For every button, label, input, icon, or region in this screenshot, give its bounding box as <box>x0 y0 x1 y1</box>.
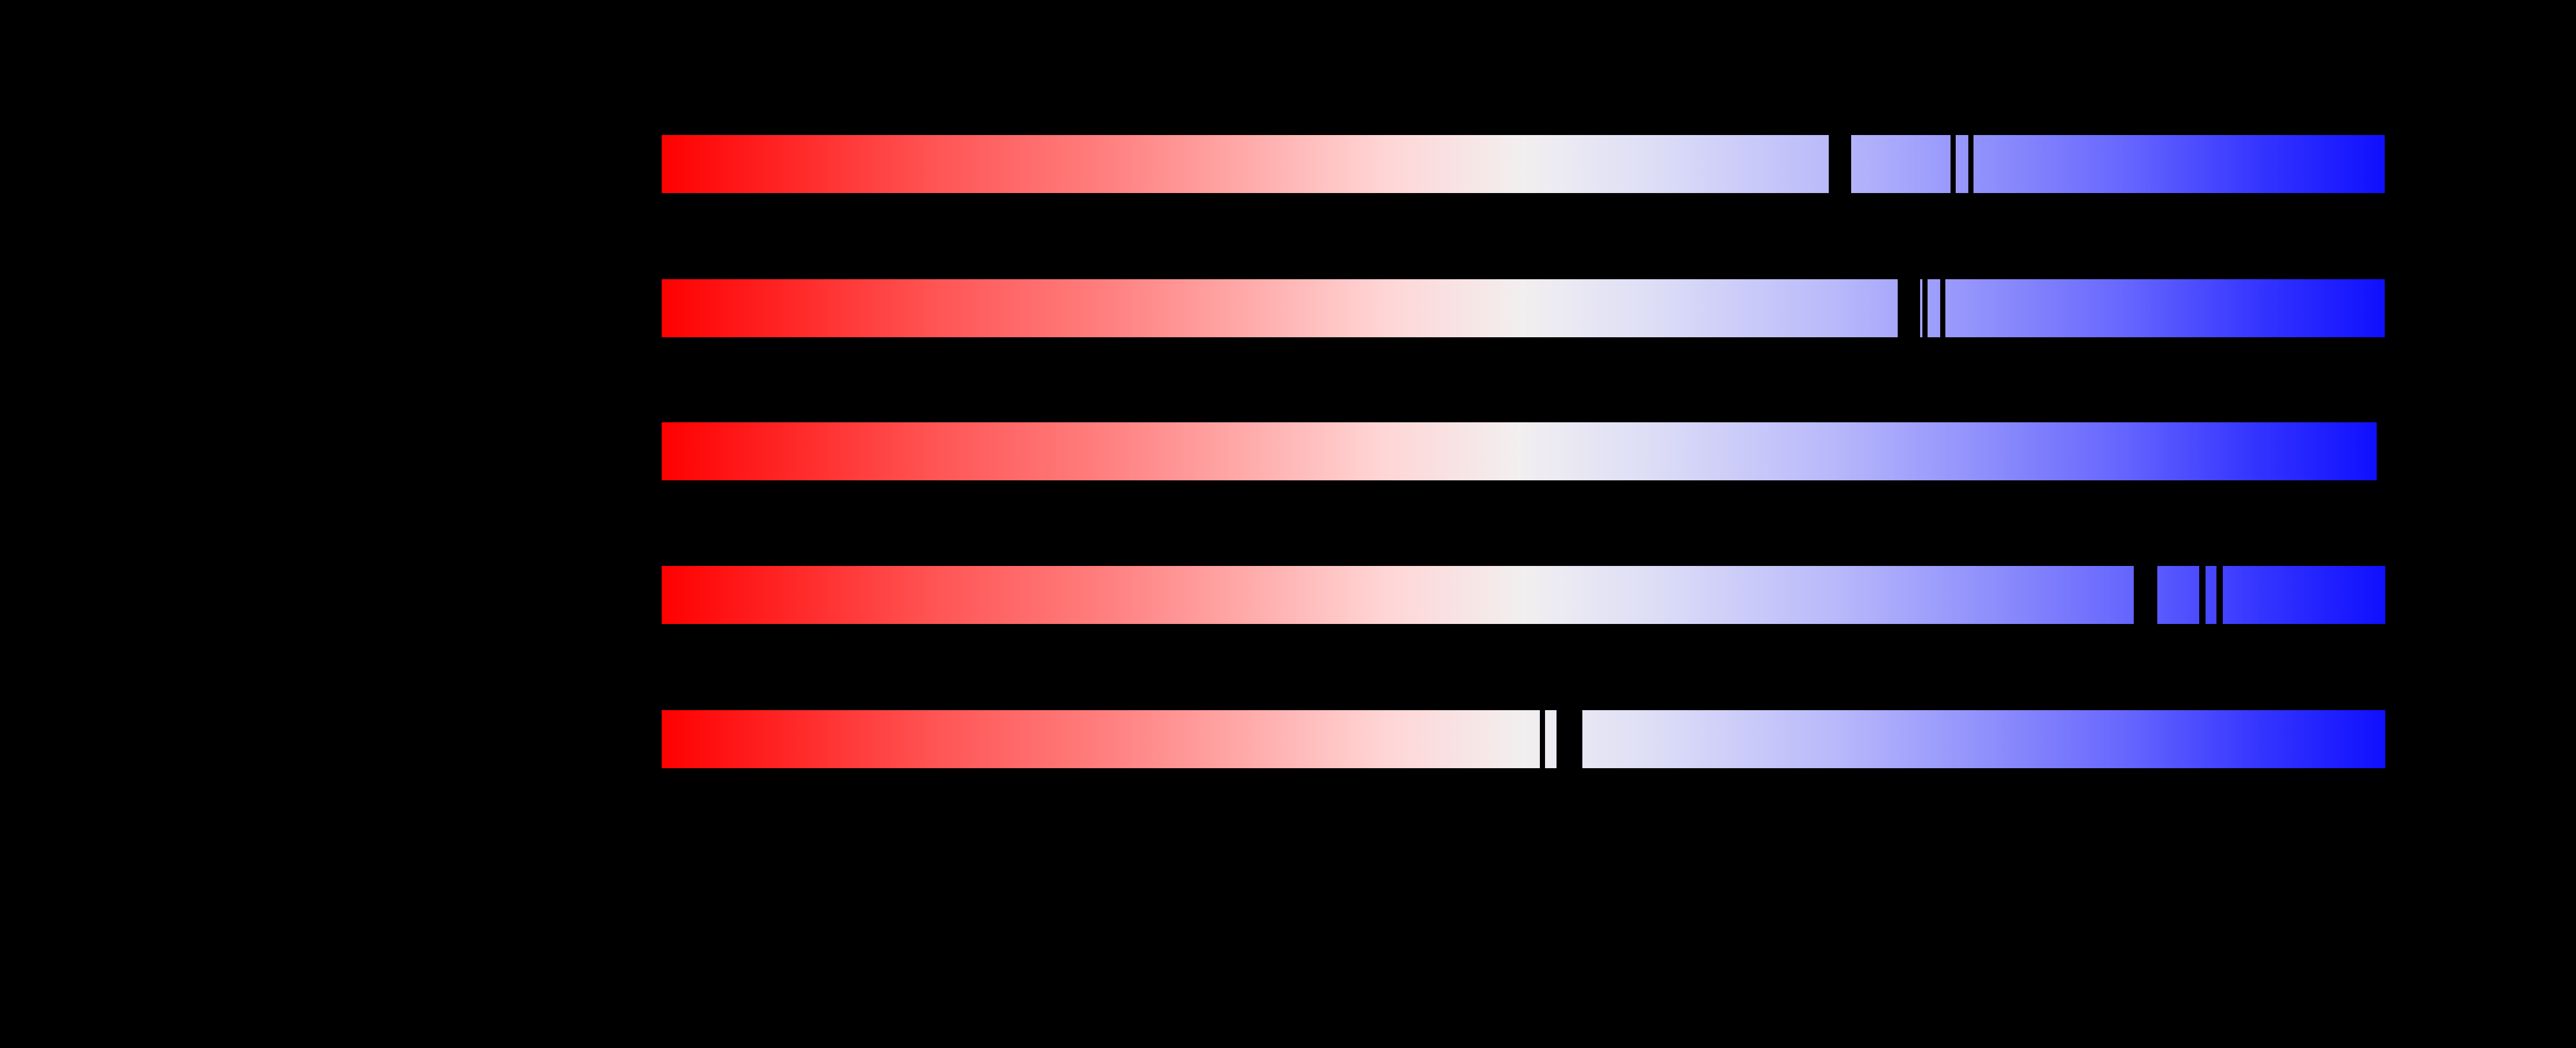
colormap-bar-segment <box>2223 566 2385 624</box>
colormap-bar-segment <box>662 710 1540 768</box>
gradient-fill <box>2157 566 2199 624</box>
gradient-fill <box>1851 135 1951 193</box>
gradient-fill <box>662 710 1540 768</box>
gradient-fill <box>1956 135 1968 193</box>
gradient-fill <box>662 566 2134 624</box>
colormap-bar-segment <box>2157 566 2199 624</box>
colormap-bar-segment <box>2206 566 2216 624</box>
gradient-fill <box>1920 279 1922 337</box>
gradient-fill <box>662 422 2377 480</box>
gradient-fill <box>1545 710 1557 768</box>
colormap-bar-segment <box>662 566 2134 624</box>
colormap-bar-row <box>662 135 2385 193</box>
colormap-bar-segment <box>1851 135 1951 193</box>
gradient-fill <box>2206 566 2216 624</box>
gradient-fill <box>1582 710 2385 768</box>
gradient-fill <box>1945 279 2385 337</box>
colormap-bar-segment <box>1545 710 1557 768</box>
colormap-bar-segment <box>1956 135 1968 193</box>
colormap-bar-row <box>662 710 2385 768</box>
gradient-fill <box>2223 566 2385 624</box>
gradient-fill <box>662 279 1898 337</box>
colormap-bar-row <box>662 422 2377 480</box>
colormap-bar-row <box>662 566 2385 624</box>
colormap-bar-segment <box>1973 135 2385 193</box>
colormap-bar-segment <box>1582 710 2385 768</box>
colormap-bar-segment <box>1945 279 2385 337</box>
gradient-fill <box>662 135 1829 193</box>
gradient-fill <box>1928 279 1940 337</box>
gradient-fill <box>1973 135 2385 193</box>
colormap-bar-segment <box>1920 279 1922 337</box>
colormap-bar-segment <box>662 422 2377 480</box>
colormap-bar-row <box>662 279 2385 337</box>
colormap-bar-segment <box>662 279 1898 337</box>
colormap-bar-segment <box>1928 279 1940 337</box>
colormap-bar-segment <box>662 135 1829 193</box>
